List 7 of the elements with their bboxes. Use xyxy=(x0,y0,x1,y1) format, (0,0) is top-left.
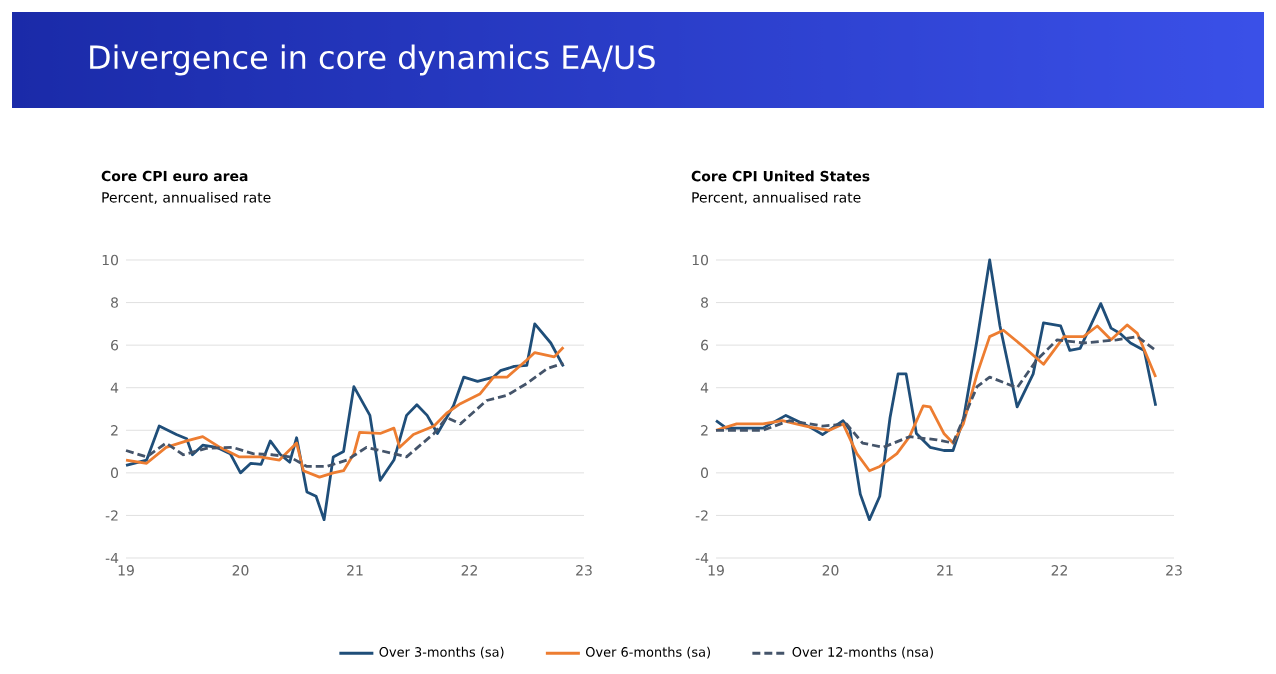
line-series xyxy=(714,335,1158,449)
line-series xyxy=(714,258,1158,522)
line-series xyxy=(124,361,565,468)
line-series xyxy=(714,323,1158,473)
line-series xyxy=(124,345,565,479)
line-series xyxy=(124,322,565,522)
text: Divergence in core dynamics EA/US xyxy=(90,44,655,76)
